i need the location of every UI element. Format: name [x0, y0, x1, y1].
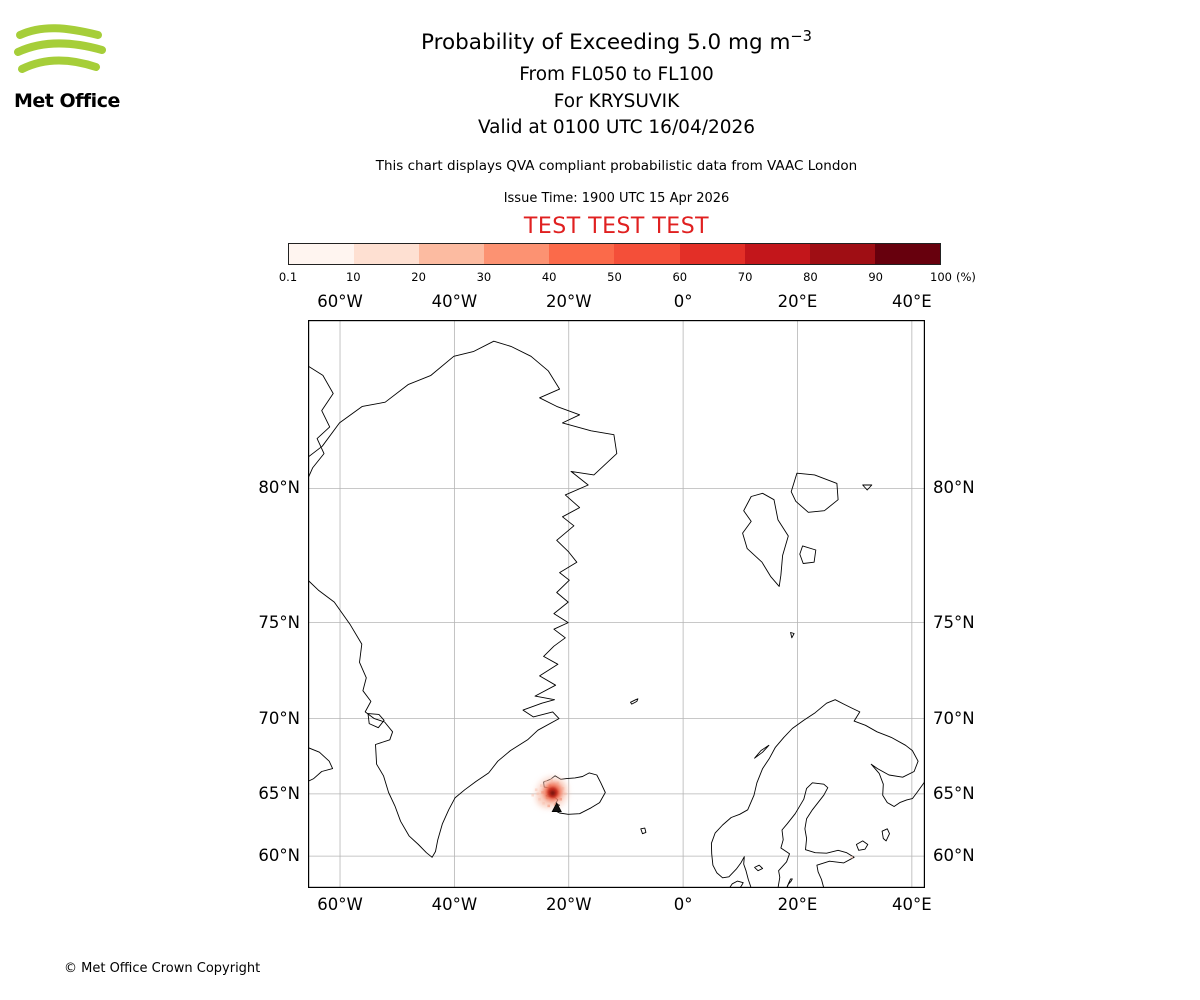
lon-tick-label-top: 40°W	[431, 292, 478, 311]
lon-tick-label-top: 20°W	[545, 292, 592, 311]
logo-wave-2	[14, 39, 106, 56]
lon-tick-label-top: 20°E	[777, 292, 818, 311]
lat-tick-label-left: 80°N	[258, 478, 300, 498]
coastline-gotland	[786, 878, 793, 889]
colorbar-segment	[874, 244, 940, 264]
test-banner: TEST TEST TEST	[523, 214, 710, 239]
colorbar-segment	[549, 244, 615, 264]
colorbar-tick-label: 20	[411, 270, 426, 284]
colorbar-tick-label: 60	[672, 270, 688, 284]
coastline-lake_ladoga	[855, 840, 869, 851]
coastline-edgeoya	[799, 545, 817, 564]
lat-tick-label-right: 75°N	[933, 612, 975, 632]
colorbar-tick-label: 30	[476, 270, 492, 284]
colorbar-tick-label: 10	[345, 270, 361, 284]
logo-wave-3	[18, 56, 100, 73]
coastline-spitsbergen	[742, 492, 789, 587]
coastline-scandinavia	[710, 699, 926, 889]
volcano-marker	[551, 802, 562, 812]
map-canvas	[307, 320, 926, 889]
lon-tick-label-top: 0°	[673, 292, 693, 311]
lon-tick-label-bottom: 40°W	[431, 895, 478, 914]
lat-tick-label-right: 70°N	[933, 708, 975, 728]
qva-description: This chart displays QVA compliant probab…	[375, 158, 858, 174]
coastline-jan_mayen	[630, 698, 639, 705]
lon-tick-label-bottom: 40°E	[892, 895, 932, 914]
colorbar-tick-label: 40	[541, 270, 557, 284]
map-border	[308, 320, 925, 888]
colorbar-tick-label: 100	[930, 270, 952, 284]
coastline-lake_onega	[881, 828, 890, 842]
coastline-kvitoya	[862, 484, 873, 491]
coastline-ellesmere	[307, 365, 334, 479]
colorbar-segment	[354, 244, 420, 264]
colorbar-segment	[679, 244, 745, 264]
coastline-bjornoya	[790, 632, 795, 639]
coastline-nordaustlandet	[790, 472, 839, 513]
subtitle-valid-time: Valid at 0100 UTC 16/04/2026	[477, 117, 756, 138]
colorbar-tick-label: 80	[803, 270, 818, 284]
lon-tick-label-bottom: 0°	[673, 895, 693, 914]
met-office-logo: Met Office	[14, 22, 124, 112]
copyright-notice: © Met Office Crown Copyright	[64, 961, 261, 976]
coastline-disko_island	[367, 713, 385, 729]
title-text: Probability of Exceeding 5.0 mg m	[421, 30, 791, 56]
coastline-greenland	[307, 340, 618, 858]
lon-tick-label-bottom: 20°W	[545, 895, 592, 914]
colorbar-tick-label: 90	[868, 270, 884, 284]
lat-tick-label-right: 65°N	[933, 783, 975, 803]
coastline-baffin	[307, 747, 334, 782]
colorbar-segment	[809, 244, 875, 264]
colorbar: 0.1 10 20 30 40 50 60 70 80 90 100 (%)	[279, 243, 976, 303]
ash-speckle	[531, 793, 535, 797]
lon-tick-label-top: 60°W	[317, 292, 363, 311]
subtitle-flight-levels: From FL050 to FL100	[519, 64, 714, 85]
coastline-faroe_islands	[640, 827, 647, 835]
logo-wave-1	[16, 24, 102, 39]
logo-wordmark: Met Office	[14, 90, 120, 112]
ash-speckle	[850, 855, 854, 859]
met-office-logo-icon	[14, 24, 106, 73]
colorbar-segment	[484, 244, 550, 264]
coastline-lofoten	[754, 744, 770, 759]
lat-tick-label-left: 65°N	[258, 783, 300, 803]
colorbar-segment	[289, 244, 355, 264]
issue-time: Issue Time: 1900 UTC 15 Apr 2026	[503, 191, 730, 206]
lat-tick-label-right: 80°N	[933, 478, 975, 498]
colorbar-scale	[288, 243, 941, 265]
lon-tick-label-bottom: 60°W	[317, 895, 363, 914]
colorbar-segment	[744, 244, 810, 264]
lat-tick-label-left: 60°N	[258, 846, 300, 866]
map-container	[307, 320, 926, 889]
colorbar-segment	[614, 244, 680, 264]
lat-tick-label-right: 60°N	[933, 846, 975, 866]
coastline-lake_vanern	[754, 864, 764, 872]
ash-speckle	[534, 788, 538, 792]
lat-tick-label-left: 75°N	[258, 612, 300, 632]
colorbar-unit: (%)	[956, 270, 976, 284]
colorbar-tick-label: 70	[737, 270, 753, 284]
page-title: Probability of Exceeding 5.0 mg m−3	[33, 28, 1200, 55]
title-exponent: −3	[790, 28, 812, 45]
subtitle-volcano: For KRYSUVIK	[553, 91, 680, 112]
ash-cloud-layer	[550, 790, 556, 796]
lat-tick-label-left: 70°N	[258, 708, 300, 728]
lon-tick-label-bottom: 20°E	[777, 895, 818, 914]
lon-tick-label-top: 40°E	[892, 292, 932, 311]
colorbar-tick-label: 0.1	[278, 270, 298, 284]
colorbar-segment	[419, 244, 485, 264]
colorbar-tick-label: 50	[607, 270, 622, 284]
